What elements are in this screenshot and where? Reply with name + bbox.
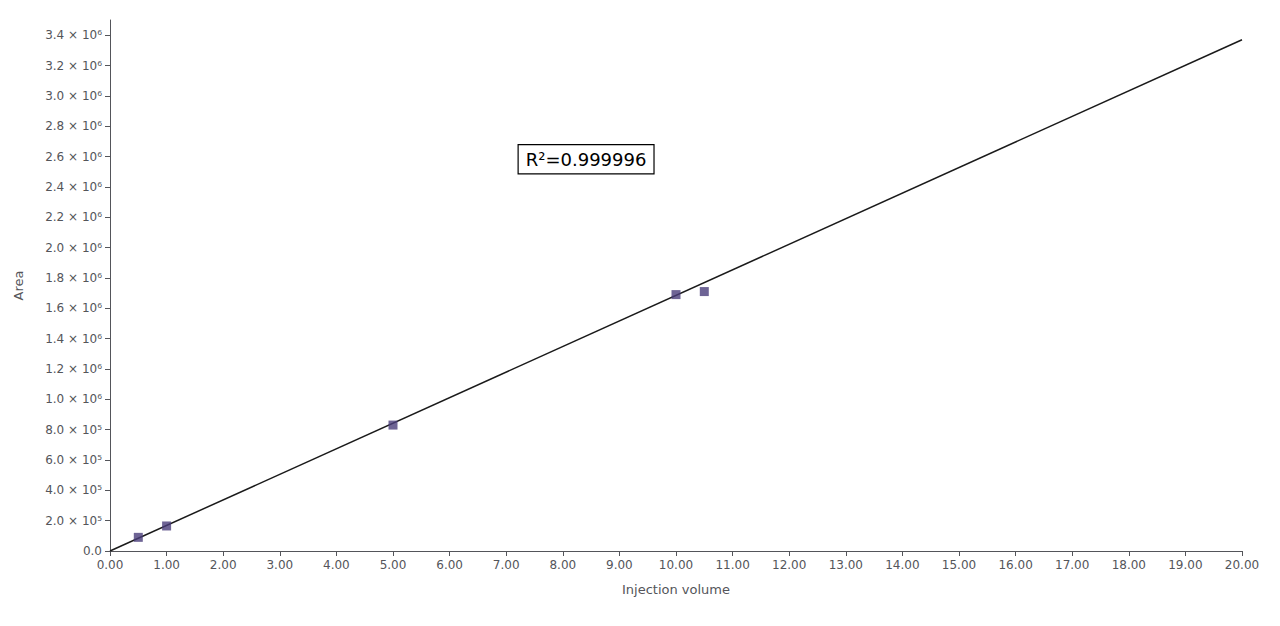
svg-text:1.00: 1.00 <box>153 558 180 572</box>
svg-text:2.0 × 10⁵: 2.0 × 10⁵ <box>45 514 102 528</box>
svg-text:1.6 × 10⁶: 1.6 × 10⁶ <box>45 301 102 315</box>
svg-text:16.00: 16.00 <box>998 558 1032 572</box>
svg-text:Injection volume: Injection volume <box>622 582 730 597</box>
svg-text:1.0 × 10⁶: 1.0 × 10⁶ <box>45 392 102 406</box>
svg-text:20.00: 20.00 <box>1225 558 1259 572</box>
svg-text:Area: Area <box>11 271 26 301</box>
svg-text:17.00: 17.00 <box>1055 558 1089 572</box>
svg-text:6.00: 6.00 <box>436 558 463 572</box>
svg-text:1.4 × 10⁶: 1.4 × 10⁶ <box>45 332 102 346</box>
svg-text:0.0: 0.0 <box>83 544 102 558</box>
svg-text:1.8 × 10⁶: 1.8 × 10⁶ <box>45 271 102 285</box>
svg-text:2.00: 2.00 <box>210 558 237 572</box>
svg-text:8.0 × 10⁵: 8.0 × 10⁵ <box>45 423 102 437</box>
svg-text:11.00: 11.00 <box>715 558 749 572</box>
svg-text:2.6 × 10⁶: 2.6 × 10⁶ <box>45 150 102 164</box>
svg-text:R²=0.999996: R²=0.999996 <box>526 149 647 170</box>
svg-text:9.00: 9.00 <box>606 558 633 572</box>
svg-text:7.00: 7.00 <box>493 558 520 572</box>
svg-text:6.0 × 10⁵: 6.0 × 10⁵ <box>45 453 102 467</box>
svg-text:2.0 × 10⁶: 2.0 × 10⁶ <box>45 241 102 255</box>
svg-text:19.00: 19.00 <box>1168 558 1202 572</box>
svg-text:14.00: 14.00 <box>885 558 919 572</box>
svg-text:3.2 × 10⁶: 3.2 × 10⁶ <box>45 59 102 73</box>
svg-text:1.2 × 10⁶: 1.2 × 10⁶ <box>45 362 102 376</box>
svg-text:2.2 × 10⁶: 2.2 × 10⁶ <box>45 210 102 224</box>
svg-text:5.00: 5.00 <box>380 558 407 572</box>
svg-text:2.8 × 10⁶: 2.8 × 10⁶ <box>45 119 102 133</box>
svg-text:3.0 × 10⁶: 3.0 × 10⁶ <box>45 89 102 103</box>
svg-text:4.00: 4.00 <box>323 558 350 572</box>
svg-text:2.4 × 10⁶: 2.4 × 10⁶ <box>45 180 102 194</box>
svg-text:13.00: 13.00 <box>829 558 863 572</box>
svg-text:3.4 × 10⁶: 3.4 × 10⁶ <box>45 28 102 42</box>
svg-text:12.00: 12.00 <box>772 558 806 572</box>
svg-text:4.0 × 10⁵: 4.0 × 10⁵ <box>45 483 102 497</box>
svg-text:18.00: 18.00 <box>1112 558 1146 572</box>
svg-text:10.00: 10.00 <box>659 558 693 572</box>
svg-text:3.00: 3.00 <box>266 558 293 572</box>
svg-text:15.00: 15.00 <box>942 558 976 572</box>
svg-text:0.00: 0.00 <box>97 558 124 572</box>
svg-text:8.00: 8.00 <box>549 558 576 572</box>
